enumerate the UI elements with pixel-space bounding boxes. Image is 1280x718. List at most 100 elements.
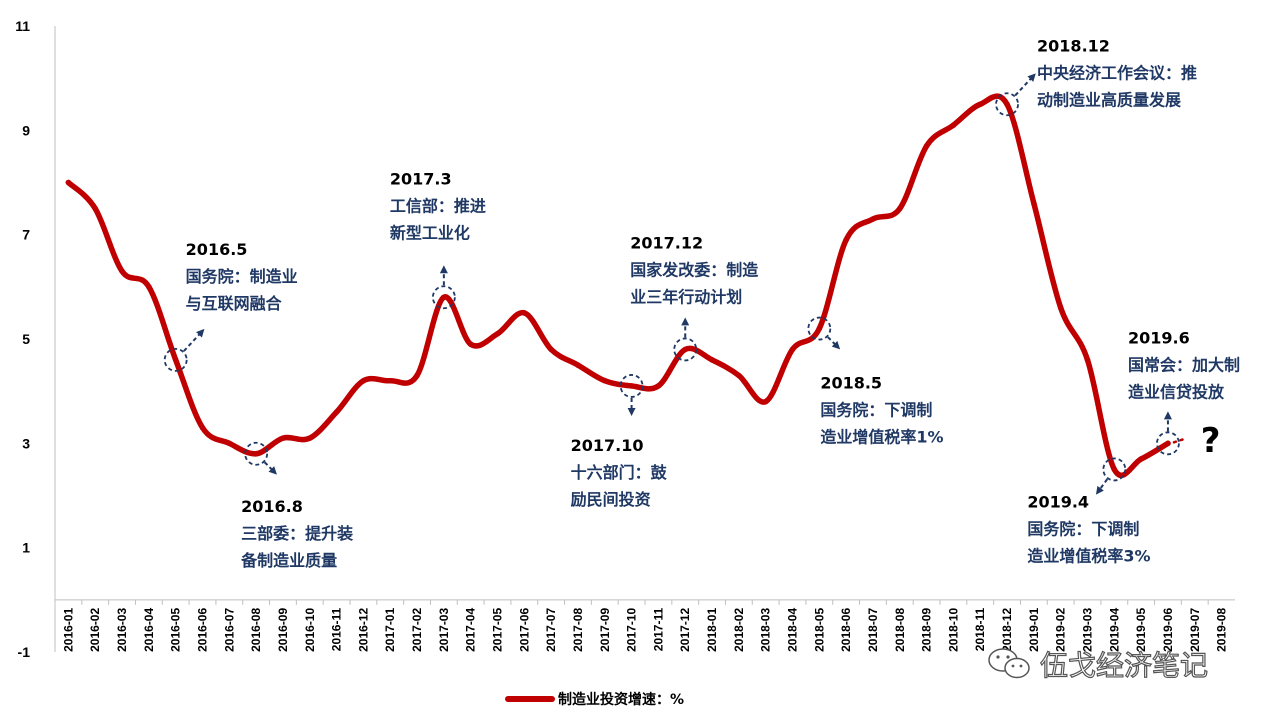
- annotation-text: 励民间投资: [571, 490, 651, 509]
- y-tick-label: 5: [22, 331, 30, 347]
- annotation-text: 业三年行动计划: [630, 287, 742, 306]
- x-tick-label: 2018-01: [705, 608, 719, 652]
- y-tick-label: -1: [18, 644, 31, 660]
- data-point: [521, 310, 528, 316]
- annotation-text: 国务院：制造业: [186, 267, 298, 286]
- x-tick-label: 2019-07: [1188, 608, 1202, 652]
- annotation-marker: [1156, 431, 1180, 456]
- annotation-marker: [619, 374, 644, 398]
- data-point: [655, 383, 662, 389]
- wechat-icon: [988, 648, 1030, 679]
- annotation-text: 国常会：加大制: [1128, 355, 1240, 374]
- data-point: [762, 398, 769, 405]
- annotation-text: 造业增值税率3%: [1027, 546, 1150, 565]
- x-tick-label: 2017-07: [544, 608, 558, 652]
- data-point: [387, 377, 394, 384]
- annotation-date: 2018.12: [1037, 36, 1110, 55]
- data-point: [333, 409, 340, 415]
- annotation-date: 2017.10: [571, 436, 644, 455]
- x-tick-label: 2018-11: [973, 608, 987, 652]
- annotation-marker: [431, 285, 456, 310]
- annotation-date: 2019.4: [1027, 492, 1089, 511]
- data-point: [441, 294, 447, 301]
- x-tick-label: 2017-08: [571, 608, 585, 652]
- data-point: [1165, 440, 1171, 447]
- annotation-text: 十六部门：鼓: [571, 463, 668, 482]
- data-point: [843, 237, 849, 243]
- x-tick-label: 2016-03: [115, 608, 129, 652]
- data-point: [253, 450, 259, 457]
- data-point: [172, 357, 179, 363]
- data-point: [226, 440, 233, 447]
- data-point: [65, 179, 72, 186]
- data-point: [92, 205, 99, 212]
- y-tick-label: 1: [22, 540, 30, 556]
- x-tick-label: 2019-03: [1081, 608, 1095, 652]
- x-tick-label: 2018-02: [732, 608, 746, 652]
- annotation-arrow: [1014, 73, 1036, 97]
- x-tick-label: 2016-01: [61, 608, 75, 652]
- x-tick-label: 2018-05: [812, 608, 826, 652]
- data-point: [977, 101, 984, 108]
- x-tick-label: 2017-06: [517, 608, 531, 652]
- x-tick-label: 2018-04: [786, 608, 800, 652]
- data-point: [1004, 101, 1010, 108]
- x-tick-label: 2016-10: [303, 608, 317, 652]
- data-point: [736, 372, 742, 379]
- data-point: [1138, 456, 1144, 462]
- x-tick-label: 2016-11: [330, 608, 344, 652]
- x-tick-label: 2017-01: [383, 608, 397, 652]
- annotation-text: 造业信贷投放: [1128, 382, 1225, 401]
- x-tick-label: 2016-02: [88, 608, 102, 652]
- annotation-marker: [673, 337, 698, 362]
- annotation-text: 备制造业质量: [240, 551, 337, 570]
- legend: 制造业投资增速：%: [505, 691, 684, 708]
- data-point: [950, 122, 957, 128]
- x-tick-label: 2017-12: [678, 608, 692, 652]
- annotation-arrow: [263, 461, 277, 475]
- annotation-text: 与互联网融合: [186, 294, 283, 313]
- data-point: [199, 424, 206, 431]
- x-tick-label: 2017-03: [437, 608, 451, 652]
- y-tick-label: 11: [15, 18, 30, 34]
- annotation-arrow: [827, 336, 841, 350]
- watermark: 伍戈经济笔记: [988, 648, 1209, 683]
- annotation-marker: [163, 347, 188, 372]
- legend-label: 制造业投资增速：%: [558, 691, 684, 708]
- x-tick-label: 2016-09: [276, 608, 290, 652]
- data-point: [1057, 304, 1064, 311]
- data-point: [923, 143, 930, 149]
- x-tick-label: 2019-06: [1161, 608, 1175, 652]
- annotation-date: 2016.5: [186, 240, 248, 259]
- annotation-marker: [1102, 457, 1127, 482]
- annotation-text: 国务院：下调制: [820, 401, 932, 420]
- annotation-text: 动制造业高质量发展: [1037, 90, 1182, 109]
- x-tick-label: 2018-09: [920, 608, 934, 652]
- x-tick-label: 2018-06: [839, 608, 853, 652]
- annotation-arrow: [1095, 478, 1109, 495]
- x-tick-label: 2018-12: [1000, 608, 1014, 652]
- x-tick-label: 2019-04: [1107, 608, 1121, 652]
- annotation-text: 新型工业化: [390, 223, 470, 242]
- annotation-arrow: [183, 328, 205, 352]
- x-tick-label: 2018-03: [759, 608, 773, 652]
- data-point: [494, 330, 501, 337]
- x-tick-label: 2016-05: [169, 608, 183, 652]
- data-point: [896, 205, 903, 212]
- y-tick-label: 3: [22, 435, 30, 451]
- x-tick-label: 2017-02: [410, 608, 424, 652]
- data-point: [1111, 466, 1118, 473]
- data-point: [467, 341, 474, 348]
- annotation-date: 2017.3: [390, 169, 452, 188]
- x-tick-label: 2018-08: [893, 608, 907, 652]
- data-point: [709, 357, 715, 363]
- data-point: [628, 383, 635, 389]
